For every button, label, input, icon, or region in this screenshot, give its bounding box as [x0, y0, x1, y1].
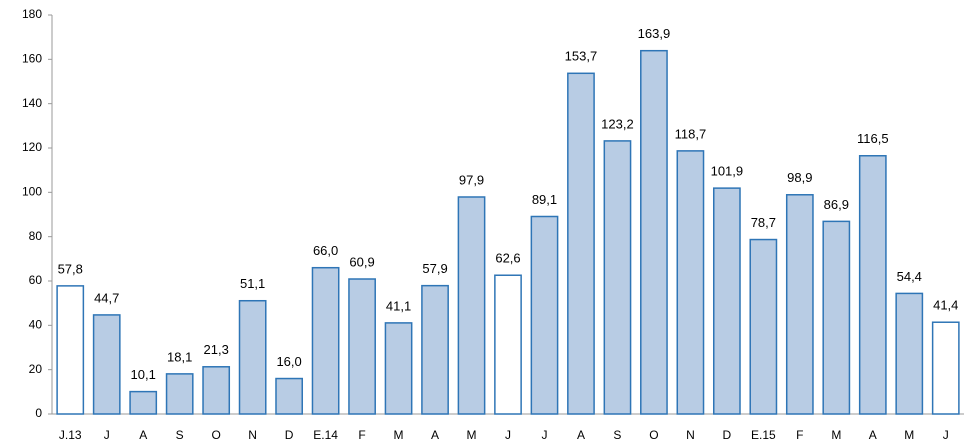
- value-label: 57,9: [422, 261, 447, 276]
- value-label: 18,1: [167, 349, 192, 364]
- value-label: 118,7: [675, 126, 707, 141]
- bar: [494, 274, 522, 415]
- bar: [129, 390, 158, 415]
- x-tick-label: S: [613, 428, 621, 442]
- bar: [92, 314, 121, 415]
- x-tick-label: F: [796, 428, 803, 442]
- value-label: 10,1: [131, 367, 156, 382]
- y-tick-label: 60: [29, 273, 43, 287]
- value-label: 66,0: [313, 243, 338, 258]
- value-label: 51,1: [240, 276, 265, 291]
- x-tick-label: N: [248, 428, 257, 442]
- x-tick-label: J: [505, 428, 511, 442]
- x-tick-label: D: [285, 428, 294, 442]
- bar: [275, 377, 304, 415]
- value-label: 86,9: [824, 197, 849, 212]
- value-label: 153,7: [565, 49, 598, 64]
- bar: [858, 155, 887, 415]
- y-tick-label: 80: [29, 229, 43, 243]
- bar: [749, 238, 778, 415]
- value-label: 54,4: [897, 269, 922, 284]
- y-tick-label: 120: [22, 140, 42, 154]
- y-tick-label: 100: [22, 185, 42, 199]
- value-label: 116,5: [857, 131, 889, 146]
- x-tick-label: N: [686, 428, 695, 442]
- bar: [457, 196, 486, 415]
- value-label: 41,4: [933, 298, 958, 313]
- value-label: 21,3: [204, 342, 229, 357]
- x-tick-label: M: [904, 428, 914, 442]
- value-label: 89,1: [532, 192, 557, 207]
- value-label: 98,9: [787, 170, 812, 185]
- x-tick-label: D: [723, 428, 732, 442]
- bar: [931, 321, 960, 415]
- x-tick-label: O: [211, 428, 220, 442]
- y-tick-label: 180: [22, 7, 42, 21]
- value-label: 123,2: [601, 116, 634, 131]
- x-tick-label: J: [541, 428, 547, 442]
- bar: [895, 292, 924, 415]
- bar: [165, 373, 194, 415]
- value-label: 44,7: [94, 290, 119, 305]
- bar: [384, 322, 413, 415]
- value-label: 101,9: [711, 164, 744, 179]
- bar: [567, 72, 595, 415]
- bar: [311, 266, 340, 415]
- value-label: 60,9: [349, 254, 374, 269]
- value-label: 57,8: [58, 261, 83, 276]
- bar: [676, 150, 705, 415]
- x-tick-label: J: [943, 428, 949, 442]
- bar: [640, 49, 668, 415]
- x-tick-label: O: [649, 428, 658, 442]
- value-label: 97,9: [459, 172, 484, 187]
- x-tick-label: E.15: [751, 428, 776, 442]
- bar: [530, 215, 559, 415]
- y-tick-label: 160: [22, 52, 42, 66]
- x-tick-label: A: [577, 428, 585, 442]
- x-tick-label: M: [467, 428, 477, 442]
- x-tick-label: E.14: [313, 428, 338, 442]
- value-label: 163,9: [638, 26, 671, 41]
- bar: [348, 278, 376, 415]
- y-tick-label: 0: [35, 406, 42, 420]
- value-label: 62,6: [495, 251, 520, 266]
- bar: [822, 220, 851, 415]
- value-label: 16,0: [276, 354, 301, 369]
- x-tick-label: M: [831, 428, 841, 442]
- bar: [712, 187, 741, 415]
- y-tick-label: 20: [29, 362, 43, 376]
- bar: [421, 284, 449, 415]
- bar: [56, 285, 85, 415]
- x-tick-label: A: [869, 428, 877, 442]
- bar: [603, 140, 632, 415]
- y-tick-label: 140: [22, 96, 42, 110]
- x-tick-label: A: [139, 428, 147, 442]
- y-tick-label: 40: [29, 318, 43, 332]
- bar: [785, 194, 814, 415]
- bar: [238, 299, 267, 415]
- x-tick-label: J: [104, 428, 110, 442]
- bar: [202, 366, 231, 415]
- value-label: 41,1: [386, 298, 411, 313]
- x-tick-label: M: [394, 428, 404, 442]
- value-label: 78,7: [751, 215, 776, 230]
- x-tick-label: S: [176, 428, 184, 442]
- x-tick-label: F: [358, 428, 365, 442]
- x-tick-label: J.13: [59, 428, 82, 442]
- x-tick-label: A: [431, 428, 439, 442]
